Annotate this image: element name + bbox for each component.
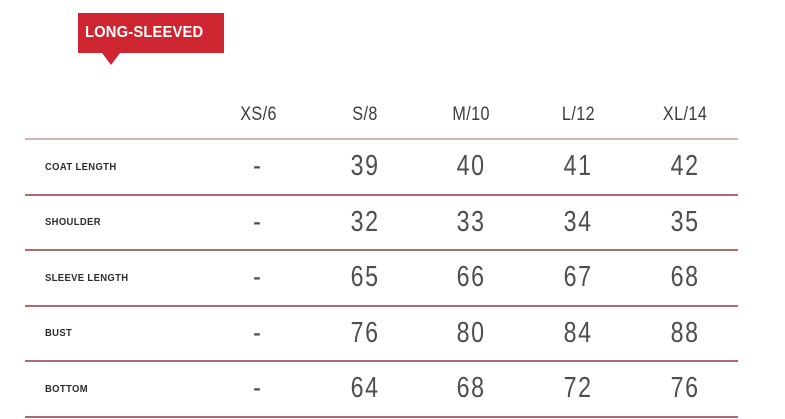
cell-value: 34: [563, 205, 593, 238]
cell-value: 32: [350, 205, 380, 238]
table-header-row: XS/6 S/8 M/10 L/12 XL/14: [25, 92, 738, 140]
cell-value: -: [253, 261, 263, 294]
cell-value: 64: [350, 372, 380, 405]
badge-pointer-tail: [102, 53, 120, 65]
column-header-xs: XS/6: [239, 104, 277, 125]
cell-value: -: [253, 372, 263, 405]
row-label: BUST: [45, 327, 73, 340]
size-chart-tab-long-sleeved: LONG-SLEEVED: [78, 13, 224, 53]
cell-value: 66: [456, 261, 486, 294]
cell-value: 76: [350, 316, 380, 349]
table-row-shoulder: SHOULDER - 32 33 34 35: [25, 196, 738, 251]
cell-value: -: [253, 150, 263, 183]
table-row-bottom: BOTTOM - 64 68 72 76: [25, 362, 738, 418]
column-header-s: S/8: [352, 104, 378, 125]
column-header-l: L/12: [561, 104, 595, 125]
column-header-m: M/10: [452, 104, 491, 125]
row-label: COAT LENGTH: [45, 160, 117, 173]
cell-value: 33: [456, 205, 486, 238]
cell-value: 72: [563, 372, 593, 405]
cell-value: 65: [350, 261, 380, 294]
cell-value: 88: [670, 316, 700, 349]
cell-value: 84: [563, 316, 593, 349]
cell-value: 40: [456, 150, 486, 183]
row-label: SHOULDER: [45, 216, 101, 229]
cell-value: 68: [670, 261, 700, 294]
cell-value: 80: [456, 316, 486, 349]
row-label: BOTTOM: [45, 382, 88, 395]
cell-value: 42: [670, 150, 700, 183]
row-label: SLEEVE LENGTH: [45, 271, 129, 284]
cell-value: 68: [456, 372, 486, 405]
cell-value: 76: [670, 372, 700, 405]
cell-value: 67: [563, 261, 593, 294]
cell-value: 35: [670, 205, 700, 238]
cell-value: -: [253, 205, 263, 238]
size-table: XS/6 S/8 M/10 L/12 XL/14 COAT LENGTH - 3…: [25, 92, 738, 418]
column-header-xl: XL/14: [662, 104, 707, 125]
cell-value: -: [253, 316, 263, 349]
badge-label: LONG-SLEEVED: [85, 24, 204, 41]
table-row-sleeve-length: SLEEVE LENGTH - 65 66 67 68: [25, 251, 738, 307]
cell-value: 41: [563, 150, 593, 183]
table-row-bust: BUST - 76 80 84 88: [25, 307, 738, 362]
cell-value: 39: [350, 150, 380, 183]
table-row-coat-length: COAT LENGTH - 39 40 41 42: [25, 140, 738, 196]
